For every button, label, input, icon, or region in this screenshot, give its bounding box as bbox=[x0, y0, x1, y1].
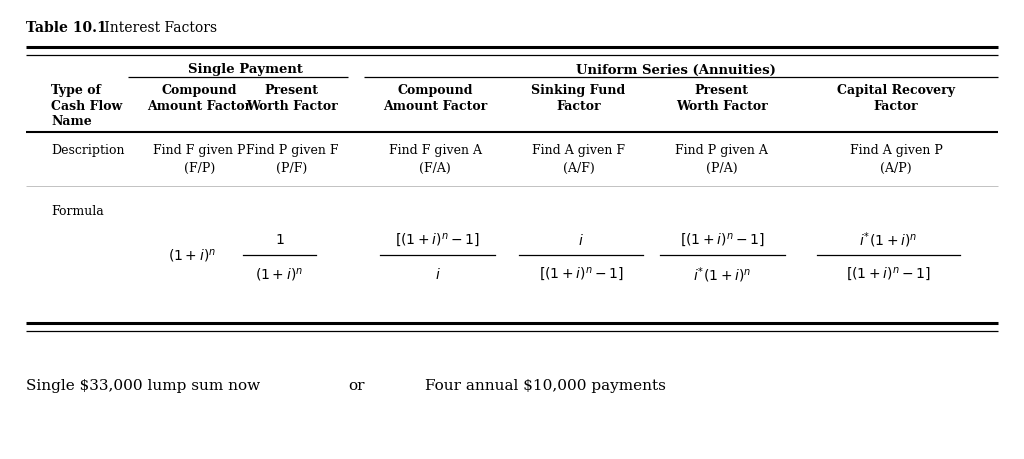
Text: Formula: Formula bbox=[51, 204, 104, 217]
Text: Table 10.1: Table 10.1 bbox=[26, 21, 106, 34]
Text: $(1 + i)^{n}$: $(1 + i)^{n}$ bbox=[255, 266, 304, 283]
Text: (P/F): (P/F) bbox=[276, 162, 307, 174]
Text: or: or bbox=[348, 379, 365, 392]
Text: Type of: Type of bbox=[51, 84, 101, 96]
Text: Interest Factors: Interest Factors bbox=[100, 21, 217, 34]
Text: (A/F): (A/F) bbox=[562, 162, 595, 174]
Text: (F/A): (F/A) bbox=[419, 162, 452, 174]
Text: Single Payment: Single Payment bbox=[188, 63, 303, 76]
Text: Present: Present bbox=[265, 84, 318, 96]
Text: $1$: $1$ bbox=[274, 233, 285, 247]
Text: $[(1 + i)^{n} - 1]$: $[(1 + i)^{n} - 1]$ bbox=[395, 231, 480, 248]
Text: Present: Present bbox=[695, 84, 749, 96]
Text: Worth Factor: Worth Factor bbox=[246, 100, 338, 113]
Text: Cash Flow: Cash Flow bbox=[51, 100, 123, 113]
Text: Compound: Compound bbox=[397, 84, 473, 96]
Text: Uniform Series (Annuities): Uniform Series (Annuities) bbox=[575, 63, 776, 76]
Text: $i^{*}(1 + i)^{n}$: $i^{*}(1 + i)^{n}$ bbox=[859, 230, 918, 250]
Text: Find A given P: Find A given P bbox=[850, 144, 942, 157]
Text: (F/P): (F/P) bbox=[184, 162, 215, 174]
Text: Four annual $10,000 payments: Four annual $10,000 payments bbox=[425, 379, 666, 392]
Text: Find F given P: Find F given P bbox=[154, 144, 246, 157]
Text: Factor: Factor bbox=[873, 100, 919, 113]
Text: Amount Factor: Amount Factor bbox=[383, 100, 487, 113]
Text: Find P given A: Find P given A bbox=[676, 144, 768, 157]
Text: (A/P): (A/P) bbox=[881, 162, 911, 174]
Text: $[(1 + i)^{n} - 1]$: $[(1 + i)^{n} - 1]$ bbox=[680, 231, 765, 248]
Text: Worth Factor: Worth Factor bbox=[676, 100, 768, 113]
Text: $i$: $i$ bbox=[579, 232, 584, 247]
Text: $[(1 + i)^{n} - 1]$: $[(1 + i)^{n} - 1]$ bbox=[846, 266, 931, 283]
Text: $(1 + i)^{n}$: $(1 + i)^{n}$ bbox=[168, 246, 216, 263]
Text: (P/A): (P/A) bbox=[707, 162, 737, 174]
Text: Find A given F: Find A given F bbox=[532, 144, 625, 157]
Text: Find F given A: Find F given A bbox=[389, 144, 481, 157]
Text: Factor: Factor bbox=[556, 100, 601, 113]
Text: $i^{*}(1 + i)^{n}$: $i^{*}(1 + i)^{n}$ bbox=[693, 264, 752, 284]
Text: Sinking Fund: Sinking Fund bbox=[531, 84, 626, 96]
Text: $[(1 + i)^{n} - 1]$: $[(1 + i)^{n} - 1]$ bbox=[539, 266, 624, 283]
Text: Capital Recovery: Capital Recovery bbox=[837, 84, 955, 96]
Text: Amount Factor: Amount Factor bbox=[147, 100, 252, 113]
Text: Compound: Compound bbox=[162, 84, 238, 96]
Text: Find P given F: Find P given F bbox=[246, 144, 338, 157]
Text: Description: Description bbox=[51, 144, 125, 157]
Text: Single $33,000 lump sum now: Single $33,000 lump sum now bbox=[26, 379, 260, 392]
Text: Name: Name bbox=[51, 115, 92, 128]
Text: $i$: $i$ bbox=[435, 267, 440, 282]
